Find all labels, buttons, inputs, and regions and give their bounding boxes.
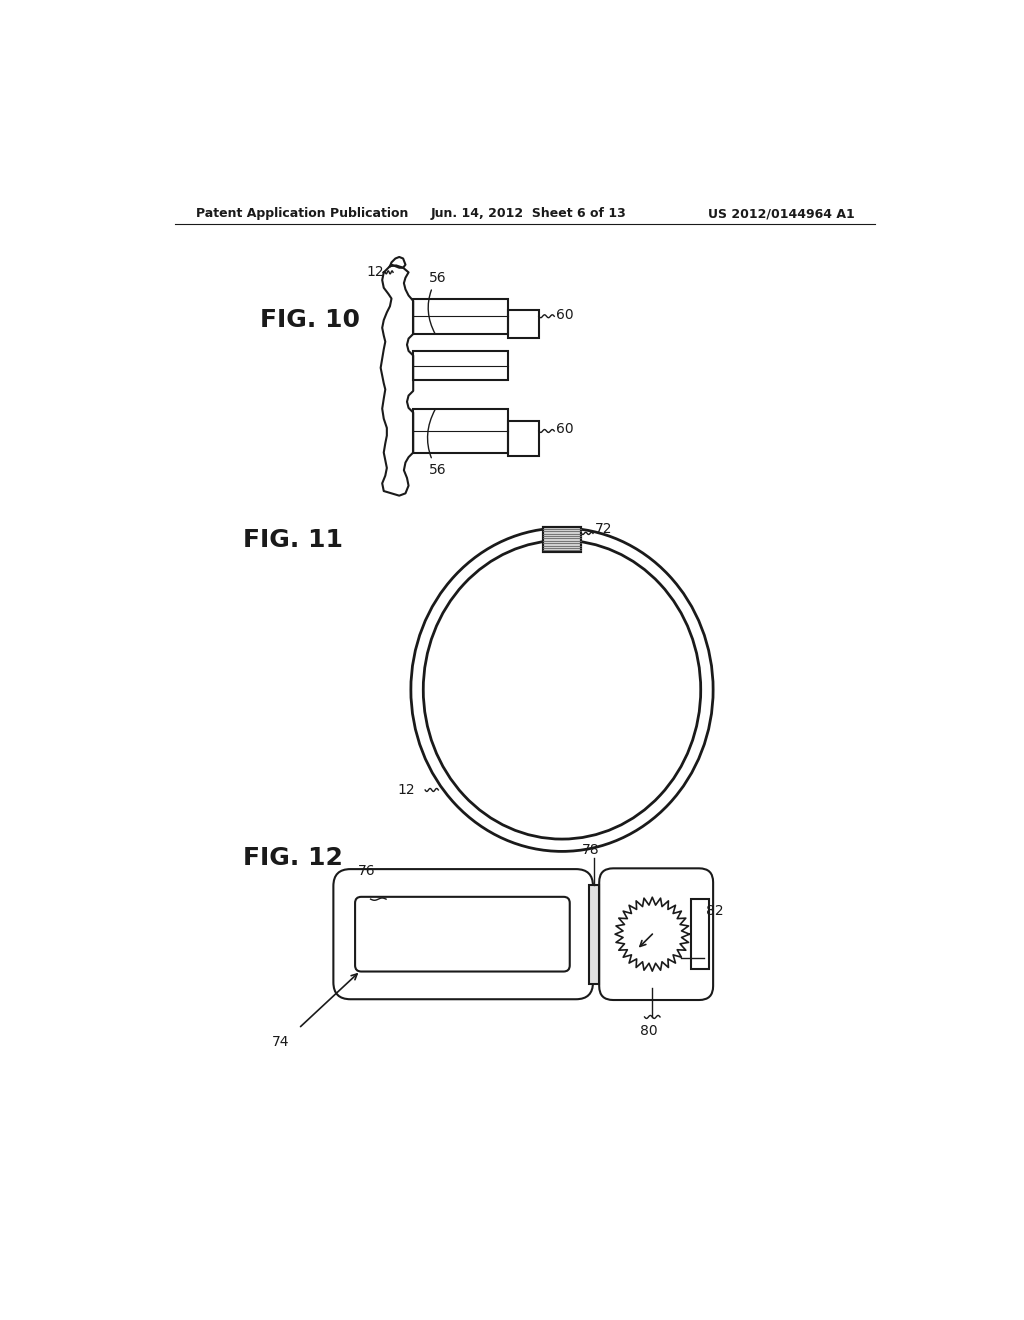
Text: FIG. 10: FIG. 10 <box>260 308 359 333</box>
Bar <box>414 298 508 334</box>
Bar <box>589 884 599 983</box>
Text: 74: 74 <box>272 1035 290 1048</box>
Text: 76: 76 <box>357 863 376 878</box>
Text: 56: 56 <box>428 271 446 334</box>
Text: 56: 56 <box>428 409 446 477</box>
Text: 12: 12 <box>367 265 384 280</box>
Bar <box>543 527 582 552</box>
Bar <box>508 421 539 457</box>
Text: 60: 60 <box>556 422 573 437</box>
Text: 60: 60 <box>556 308 573 322</box>
Bar <box>543 527 582 552</box>
Text: US 2012/0144964 A1: US 2012/0144964 A1 <box>708 207 854 220</box>
Text: 78: 78 <box>582 843 599 857</box>
Text: 80: 80 <box>640 1024 657 1038</box>
Text: 82: 82 <box>706 904 723 919</box>
Bar <box>414 351 508 380</box>
Bar <box>414 409 508 453</box>
Text: FIG. 12: FIG. 12 <box>243 846 343 870</box>
Text: Patent Application Publication: Patent Application Publication <box>197 207 409 220</box>
Text: Jun. 14, 2012  Sheet 6 of 13: Jun. 14, 2012 Sheet 6 of 13 <box>430 207 626 220</box>
Text: FIG. 11: FIG. 11 <box>243 528 343 552</box>
Bar <box>508 310 539 338</box>
Text: 72: 72 <box>595 521 612 536</box>
Bar <box>691 899 710 969</box>
Text: 12: 12 <box>397 783 415 797</box>
